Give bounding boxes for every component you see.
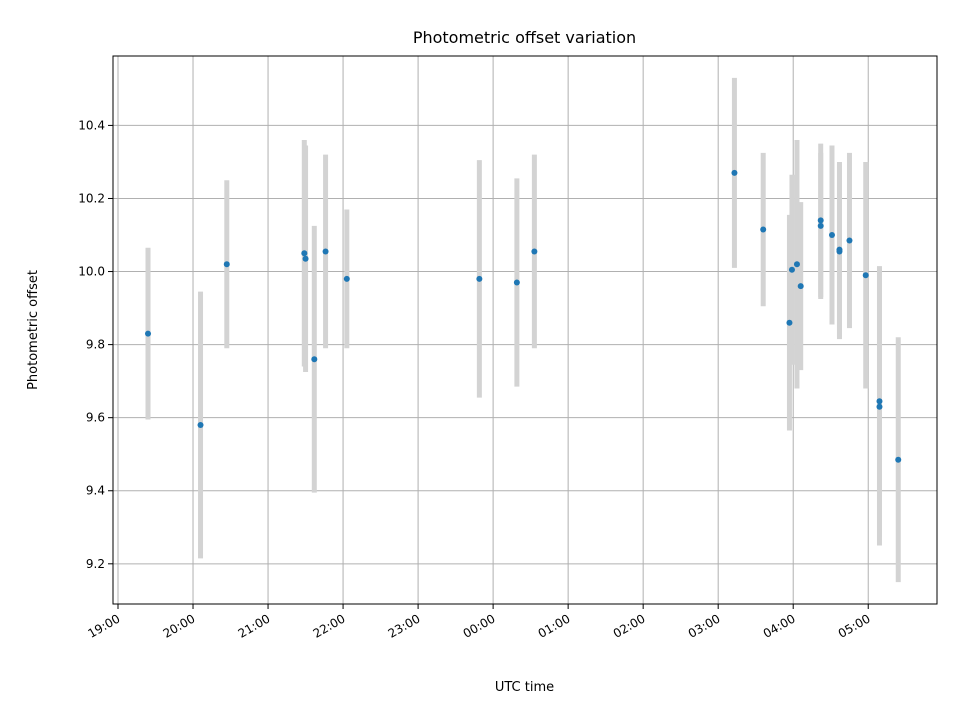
x-axis-label: UTC time bbox=[495, 680, 554, 695]
data-point bbox=[145, 330, 152, 337]
y-tick-label: 10.2 bbox=[78, 191, 105, 205]
data-point bbox=[343, 275, 350, 282]
data-point bbox=[731, 169, 738, 176]
y-tick-label: 9.8 bbox=[86, 338, 105, 352]
y-axis-ticks: 9.2 9.4 9.6 9.8 10.0 10.2 10.4 bbox=[78, 118, 113, 571]
chart-title: Photometric offset variation bbox=[413, 28, 636, 47]
data-point bbox=[223, 261, 230, 268]
y-tick-label: 9.6 bbox=[86, 411, 105, 425]
data-point bbox=[197, 421, 204, 428]
data-point bbox=[828, 232, 835, 239]
data-point bbox=[322, 248, 329, 255]
data-point bbox=[797, 283, 804, 290]
y-tick-label: 10.0 bbox=[78, 265, 105, 279]
data-point bbox=[793, 261, 800, 268]
data-point bbox=[895, 456, 902, 463]
y-tick-label: 9.4 bbox=[86, 484, 105, 498]
data-point bbox=[836, 248, 843, 255]
data-point bbox=[301, 250, 308, 257]
data-point bbox=[531, 248, 538, 255]
data-point bbox=[817, 222, 824, 229]
data-point bbox=[760, 226, 767, 233]
y-tick-label: 10.4 bbox=[78, 118, 105, 132]
data-point bbox=[786, 319, 793, 326]
data-point bbox=[788, 266, 795, 273]
data-point bbox=[476, 275, 483, 282]
data-point bbox=[876, 403, 883, 410]
y-axis-label: Photometric offset bbox=[26, 270, 41, 390]
data-point bbox=[846, 237, 853, 244]
data-point bbox=[302, 255, 309, 262]
data-points bbox=[145, 169, 902, 463]
data-point bbox=[513, 279, 520, 286]
data-point bbox=[862, 272, 869, 279]
data-point bbox=[817, 217, 824, 224]
plot-frame bbox=[112, 55, 938, 605]
data-point bbox=[311, 356, 318, 363]
y-tick-label: 9.2 bbox=[86, 557, 105, 571]
data-point bbox=[876, 398, 883, 405]
